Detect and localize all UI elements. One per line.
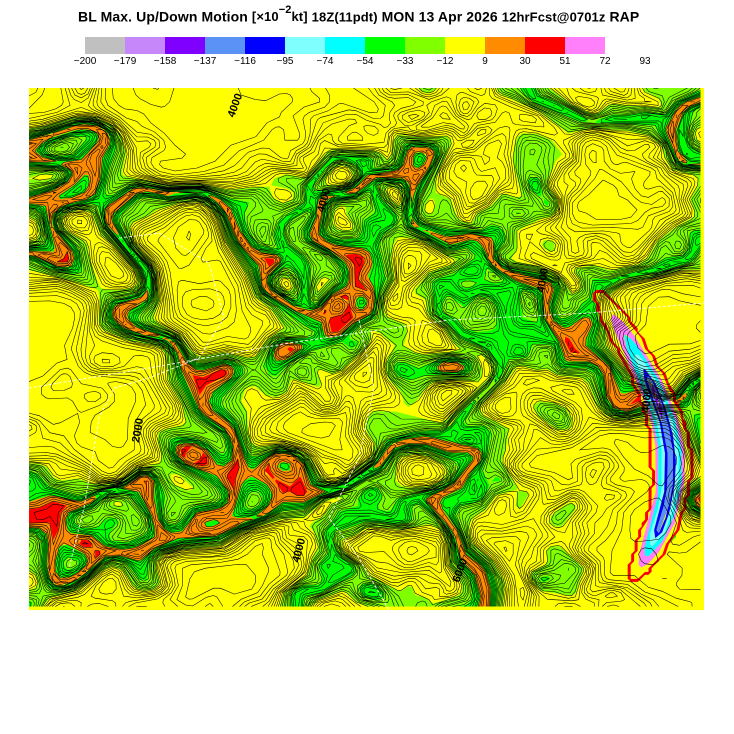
svg-text:4000: 4000 [640, 388, 654, 413]
